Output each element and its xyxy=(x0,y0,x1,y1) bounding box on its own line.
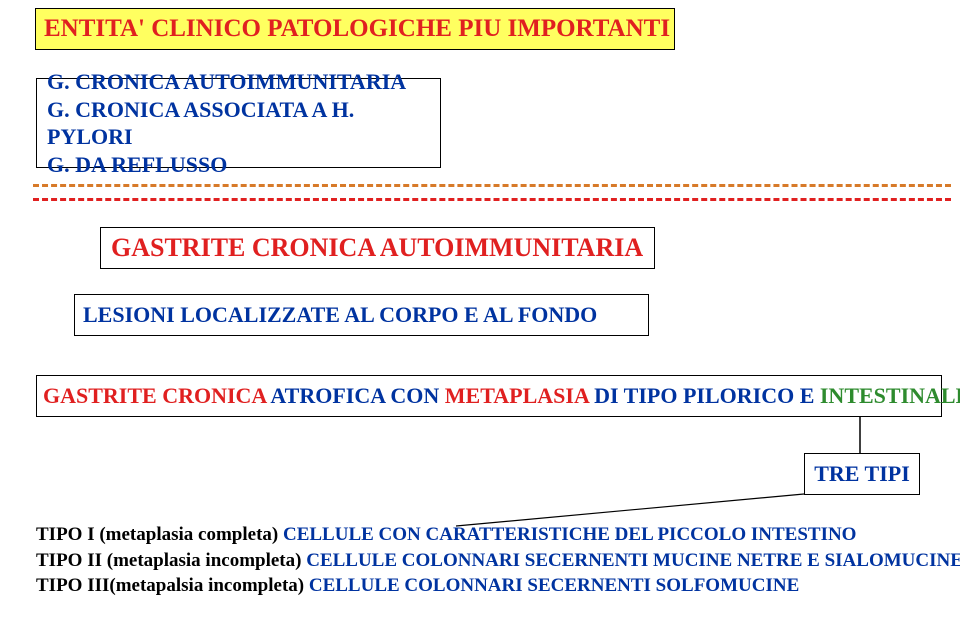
seg-pilorico: DI TIPO PILORICO E xyxy=(589,383,820,408)
list-item-2: G. CRONICA ASSOCIATA A H. PYLORI xyxy=(47,96,430,151)
seg-atrofica: ATROFICA CON xyxy=(266,383,445,408)
metaplasia-line: GASTRITE CRONICA ATROFICA CON METAPLASIA… xyxy=(43,383,941,409)
type3-desc: CELLULE COLONNARI SECERNENTI SOLFOMUCINE xyxy=(309,575,799,596)
lesion-text: LESIONI LOCALIZZATE AL CORPO E AL FONDO xyxy=(83,302,648,328)
types-list: TIPO I (metaplasia completa) CELLULE CON… xyxy=(36,522,936,599)
subheader-box: GASTRITE CRONICA AUTOIMMUNITARIA xyxy=(100,227,655,269)
seg-metaplasia: METAPLASIA xyxy=(445,383,589,408)
type2-desc: CELLULE COLONNARI SECERNENTI MUCINE NETR… xyxy=(306,550,960,571)
list-box: G. CRONICA AUTOIMMUNITARIA G. CRONICA AS… xyxy=(36,78,441,168)
title-text: ENTITA' CLINICO PATOLOGICHE PIU IMPORTAN… xyxy=(44,15,674,43)
connector-intestinale-tretipi xyxy=(858,416,862,454)
metaplasia-box: GASTRITE CRONICA ATROFICA CON METAPLASIA… xyxy=(36,375,942,417)
dashed-separator-1 xyxy=(33,184,951,187)
type-row-1: TIPO I (metaplasia completa) CELLULE CON… xyxy=(36,522,936,548)
type1-desc: CELLULE CON CARATTERISTICHE DEL PICCOLO … xyxy=(283,524,856,545)
type3-label: TIPO III(metapalsia incompleta) xyxy=(36,575,309,596)
seg-intestinale: INTESTINALE xyxy=(820,383,960,408)
list-item-3: G. DA REFLUSSO xyxy=(47,151,430,179)
dashed-separator-2 xyxy=(33,198,951,201)
type1-label: TIPO I (metaplasia completa) xyxy=(36,524,283,545)
title-box: ENTITA' CLINICO PATOLOGICHE PIU IMPORTAN… xyxy=(35,8,675,50)
seg-gastrite: GASTRITE CRONICA xyxy=(43,383,266,408)
tre-tipi-box: TRE TIPI xyxy=(804,453,920,495)
list-item-1: G. CRONICA AUTOIMMUNITARIA xyxy=(47,68,430,96)
tre-tipi-text: TRE TIPI xyxy=(805,461,919,487)
subheader-text: GASTRITE CRONICA AUTOIMMUNITARIA xyxy=(111,233,654,263)
type2-label: TIPO II (metaplasia incompleta) xyxy=(36,550,306,571)
type-row-2: TIPO II (metaplasia incompleta) CELLULE … xyxy=(36,548,936,574)
lesion-box: LESIONI LOCALIZZATE AL CORPO E AL FONDO xyxy=(74,294,649,336)
type-row-3: TIPO III(metapalsia incompleta) CELLULE … xyxy=(36,573,936,599)
